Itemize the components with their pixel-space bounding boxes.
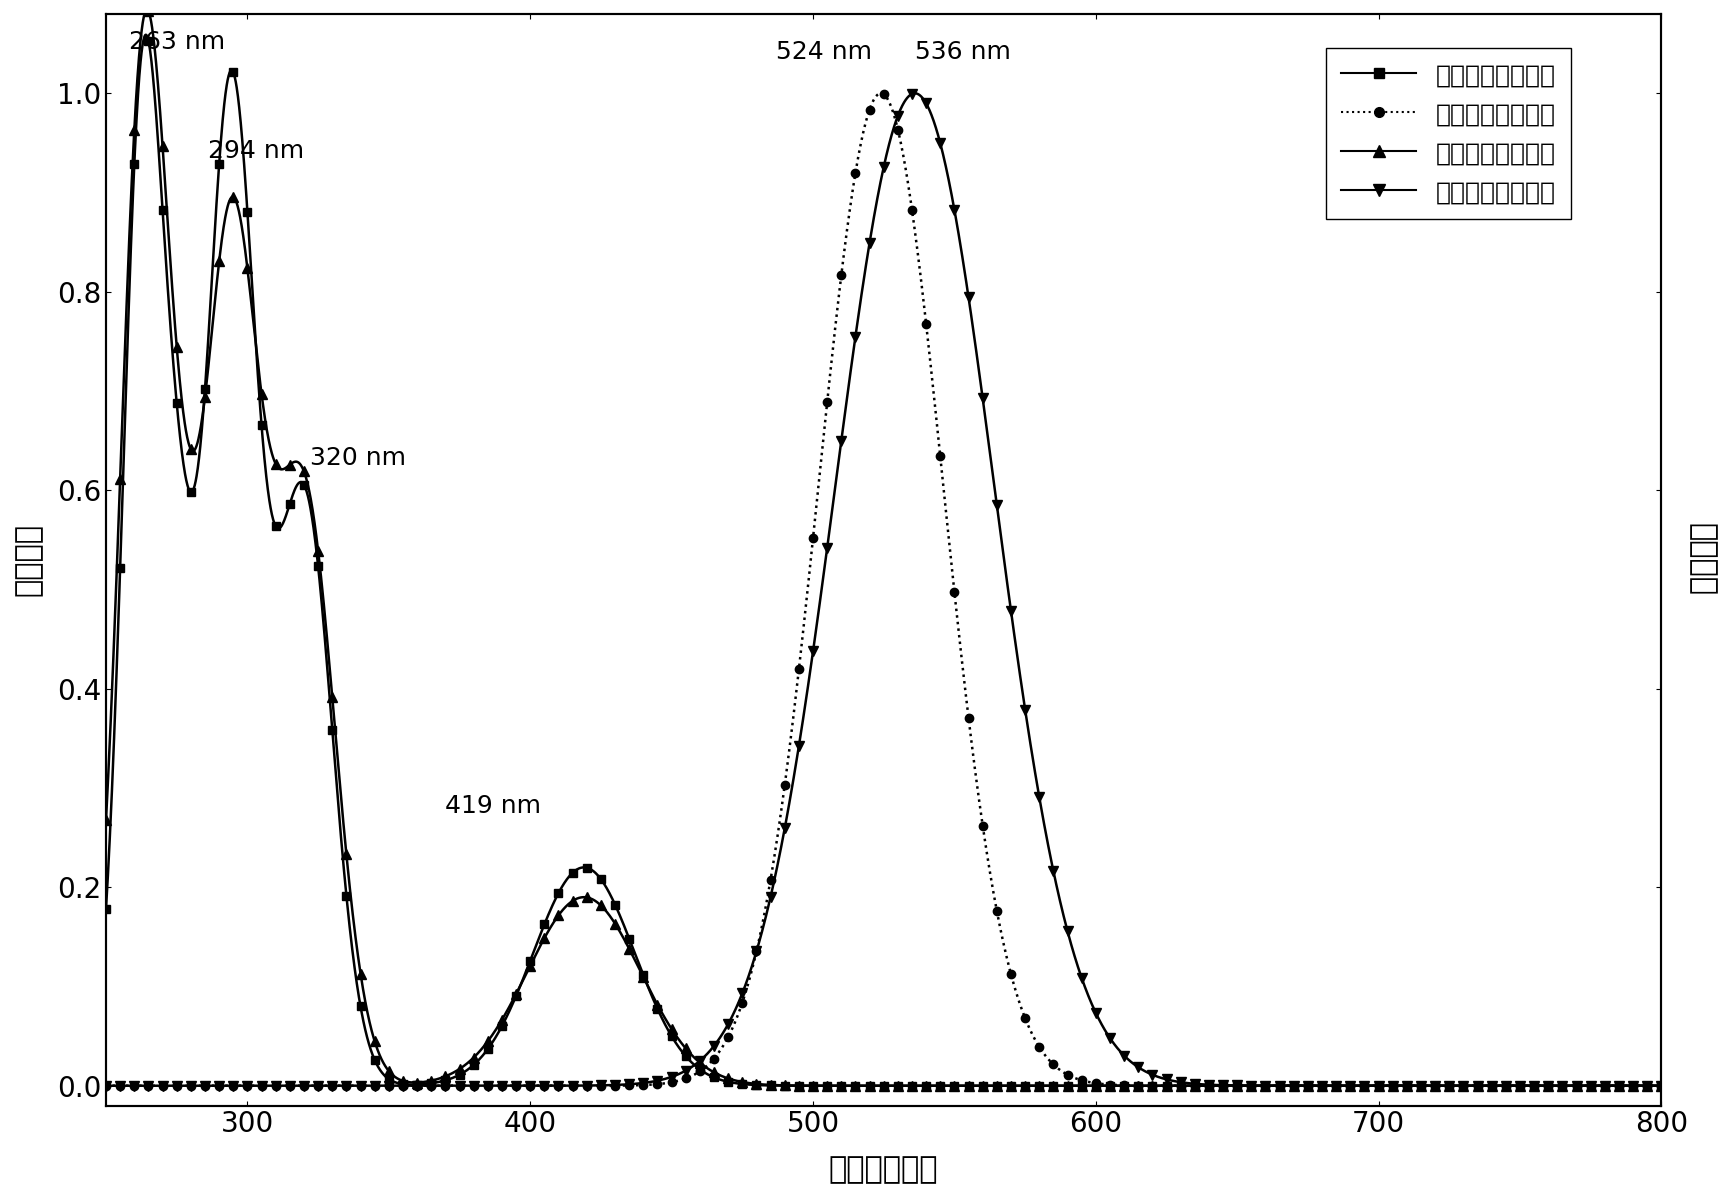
Text: 419 nm: 419 nm — [445, 794, 541, 818]
Text: 524 nm: 524 nm — [777, 40, 872, 63]
Y-axis label: 荆光强度: 荆光强度 — [1687, 524, 1716, 597]
Text: 320 nm: 320 nm — [310, 447, 405, 471]
Text: 536 nm: 536 nm — [915, 40, 1010, 63]
Text: 263 nm: 263 nm — [128, 30, 225, 54]
Legend: 紫外吸收（溶液）, 荚光发射（溶液）, 紫外吸收（薄膜）, 荚光发射（薄膜）: 紫外吸收（溶液）, 荚光发射（溶液）, 紫外吸收（薄膜）, 荚光发射（薄膜） — [1327, 48, 1571, 219]
Y-axis label: 吸收强度: 吸收强度 — [14, 524, 43, 597]
X-axis label: 波长（纳米）: 波长（纳米） — [829, 1155, 938, 1184]
Text: 294 nm: 294 nm — [208, 139, 304, 163]
